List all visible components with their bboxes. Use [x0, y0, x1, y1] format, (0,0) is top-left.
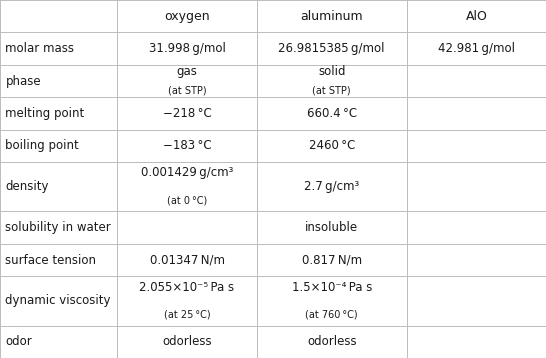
Text: (at STP): (at STP) — [168, 85, 206, 95]
Text: surface tension: surface tension — [5, 253, 97, 266]
Text: solid: solid — [318, 66, 346, 78]
Text: 26.9815385 g/mol: 26.9815385 g/mol — [278, 42, 385, 55]
Text: 660.4 °C: 660.4 °C — [307, 107, 357, 120]
Text: odorless: odorless — [307, 335, 357, 348]
Text: −183 °C: −183 °C — [163, 139, 211, 152]
Text: dynamic viscosity: dynamic viscosity — [5, 294, 111, 308]
Text: odorless: odorless — [162, 335, 212, 348]
Text: phase: phase — [5, 74, 41, 87]
Text: 1.5×10⁻⁴ Pa s: 1.5×10⁻⁴ Pa s — [292, 281, 372, 294]
Text: −218 °C: −218 °C — [163, 107, 211, 120]
Text: boiling point: boiling point — [5, 139, 79, 152]
Text: (at 0 °C): (at 0 °C) — [167, 195, 207, 205]
Text: 2.7 g/cm³: 2.7 g/cm³ — [304, 180, 359, 193]
Text: density: density — [5, 180, 49, 193]
Text: melting point: melting point — [5, 107, 85, 120]
Text: insoluble: insoluble — [305, 221, 358, 234]
Text: AlO: AlO — [465, 10, 488, 23]
Text: 2460 °C: 2460 °C — [308, 139, 355, 152]
Text: 0.817 N/m: 0.817 N/m — [301, 253, 362, 266]
Text: odor: odor — [5, 335, 32, 348]
Text: (at 760 °C): (at 760 °C) — [305, 310, 358, 320]
Text: 0.001429 g/cm³: 0.001429 g/cm³ — [141, 166, 233, 179]
Text: (at STP): (at STP) — [312, 85, 351, 95]
Text: 0.01347 N/m: 0.01347 N/m — [150, 253, 224, 266]
Text: 42.981 g/mol: 42.981 g/mol — [438, 42, 515, 55]
Text: solubility in water: solubility in water — [5, 221, 111, 234]
Text: 2.055×10⁻⁵ Pa s: 2.055×10⁻⁵ Pa s — [139, 281, 235, 294]
Text: aluminum: aluminum — [300, 10, 363, 23]
Text: molar mass: molar mass — [5, 42, 74, 55]
Text: 31.998 g/mol: 31.998 g/mol — [149, 42, 225, 55]
Text: gas: gas — [176, 66, 198, 78]
Text: oxygen: oxygen — [164, 10, 210, 23]
Text: (at 25 °C): (at 25 °C) — [164, 310, 210, 320]
